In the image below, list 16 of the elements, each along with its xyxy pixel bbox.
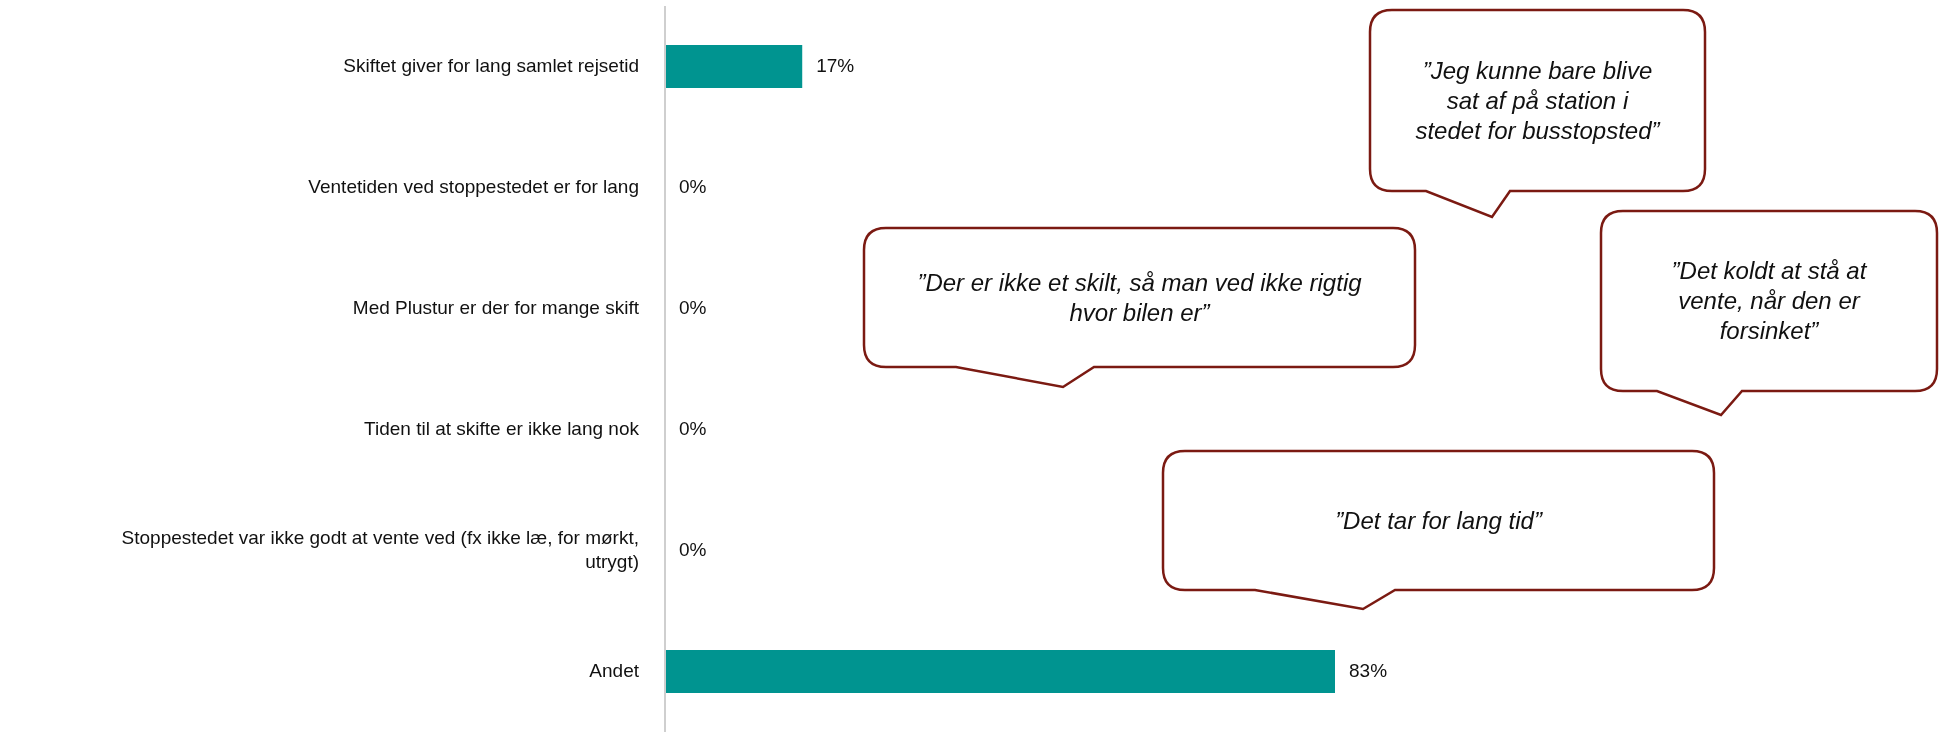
data-label: 17% — [816, 54, 855, 76]
data-label: 0% — [679, 417, 707, 439]
y-tick-label: Andet — [589, 659, 640, 681]
y-tick-label: Skiftet giver for lang samlet rejsetid — [343, 54, 639, 76]
annotation: ”Der er ikke et skilt, så man ved ikke rigtig hvor bilen er” — [916, 267, 1363, 328]
text: ”Jeg kunne bare blive sat af på station i stedet for busstopsted” — [1414, 55, 1662, 146]
y-tick-label: Med Plustur er der for mange skift — [352, 296, 640, 318]
y-tick-label: Tiden til at skifte er ikke lang nok — [364, 417, 640, 439]
data-label: 0% — [679, 175, 707, 197]
text: ”Det tar for lang tid” — [1335, 505, 1542, 536]
data-label: 0% — [679, 296, 707, 318]
y-tick-label: Stoppestedet var ikke godt at vente ved (fx ikke læ, for mørkt, utrygt) — [121, 526, 639, 572]
text: ”Det koldt at stå at vente, når den er forsinket” — [1670, 256, 1868, 346]
y-tick-label: Ventetiden ved stoppestedet er for lang — [308, 175, 639, 197]
data-label: 83% — [1349, 659, 1388, 681]
data-label: 0% — [679, 538, 707, 560]
